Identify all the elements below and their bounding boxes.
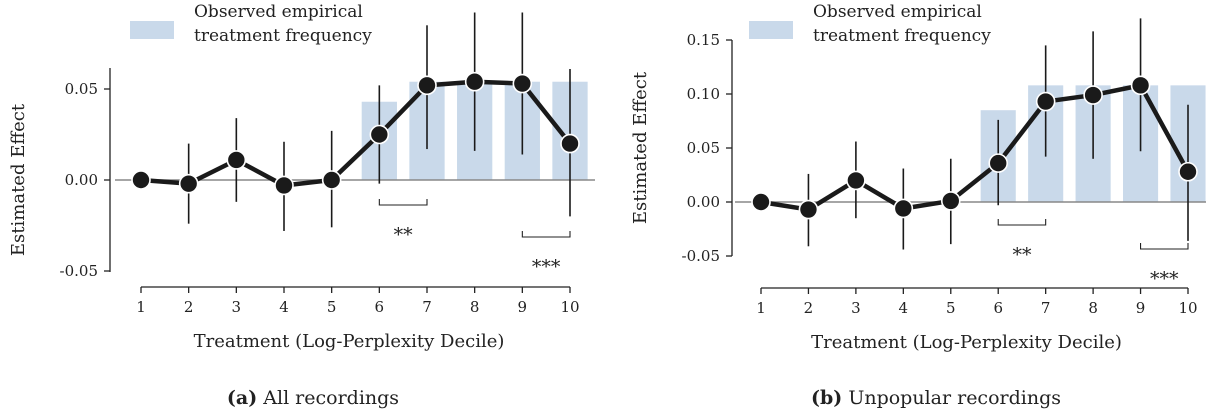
y-axis-title: Estimated Effect [630,71,651,224]
effect-point [751,192,771,212]
x-tick-label: 10 [1178,299,1197,317]
x-tick-label: 7 [422,298,432,316]
effect-point [1083,85,1103,105]
x-tick-label: 5 [327,298,337,316]
chart-panel-b: Observed empirical treatment frequency -0.… [630,2,1206,409]
x-tick-label: 5 [946,299,956,317]
effect-point [1130,75,1151,96]
x-axis-title: Treatment (Log-Perplexity Decile) [811,332,1122,353]
legend-label-line2: treatment frequency [194,26,372,46]
y-axis-title: Estimated Effect [8,103,29,256]
x-tick-label: 3 [851,299,861,317]
caption-tag: (a) [227,387,257,409]
legend-label-line1: Observed empirical [194,2,363,22]
x-tick-label: 4 [899,299,909,317]
x-tick-label: 3 [232,298,242,316]
effect-point [846,170,866,191]
y-tick-label: 0.15 [687,31,720,49]
caption-text: All recordings [262,387,399,409]
effect-point [369,124,390,145]
effect-point [1178,161,1198,182]
x-tick-label: 10 [560,298,579,316]
x-tick-label: 8 [1088,299,1098,317]
x-tick-label: 6 [993,299,1003,317]
caption-tag: (b) [811,387,842,409]
effect-point [560,133,580,154]
significance-bracket [521,231,571,238]
y-tick-label: 0.00 [65,171,98,189]
x-tick-label: 9 [1136,299,1146,317]
legend-swatch [130,21,174,39]
significance-bracket [1140,243,1189,250]
x-tick-label: 7 [1041,299,1051,317]
effect-point [798,199,819,220]
effect-point [940,191,961,211]
x-axis-title: Treatment (Log-Perplexity Decile) [194,331,505,352]
x-tick-label: 4 [279,298,289,316]
effect-point [131,170,151,190]
panel-caption: (b) Unpopular recordings [811,387,1061,409]
y-tick-label: 0.05 [687,139,720,157]
x-tick-label: 1 [756,299,766,317]
panel-caption: (a) All recordings [227,387,399,409]
effect-point [464,71,485,92]
legend-label-line1: Observed empirical [813,2,982,22]
legend-label-line2: treatment frequency [813,26,991,46]
effect-line [140,79,572,188]
effect-point [893,198,914,219]
effect-point [512,73,533,94]
x-tick-label: 1 [136,298,146,316]
legend-swatch [749,21,793,39]
effect-point [226,150,247,170]
significance-bracket [997,219,1047,226]
chart-panel-a: Observed empirical treatment frequency -0.… [8,2,595,409]
y-tick-label: -0.05 [60,262,98,280]
effect-point [417,75,437,96]
x-tick-label: 2 [184,298,194,316]
caption-text: Unpopular recordings [848,387,1061,409]
y-tick-label: 0.00 [687,193,720,211]
significance-bracket [378,199,428,206]
effect-line [760,83,1190,212]
x-tick-label: 9 [518,298,528,316]
x-tick-label: 6 [375,298,385,316]
x-tick-label: 2 [804,299,814,317]
effect-point [321,170,342,190]
significance-stars: *** [1150,268,1179,290]
effect-point [988,153,1009,173]
x-tick-label: 8 [470,298,480,316]
significance-stars: ** [1012,244,1032,266]
effect-point [178,173,199,194]
significance-stars: ** [394,224,414,246]
y-tick-label: 0.10 [687,85,720,103]
y-tick-label: 0.05 [65,80,98,98]
effect-point [1035,91,1056,112]
significance-stars: *** [532,256,561,278]
effect-point [274,175,294,196]
y-tick-label: -0.05 [682,247,720,265]
